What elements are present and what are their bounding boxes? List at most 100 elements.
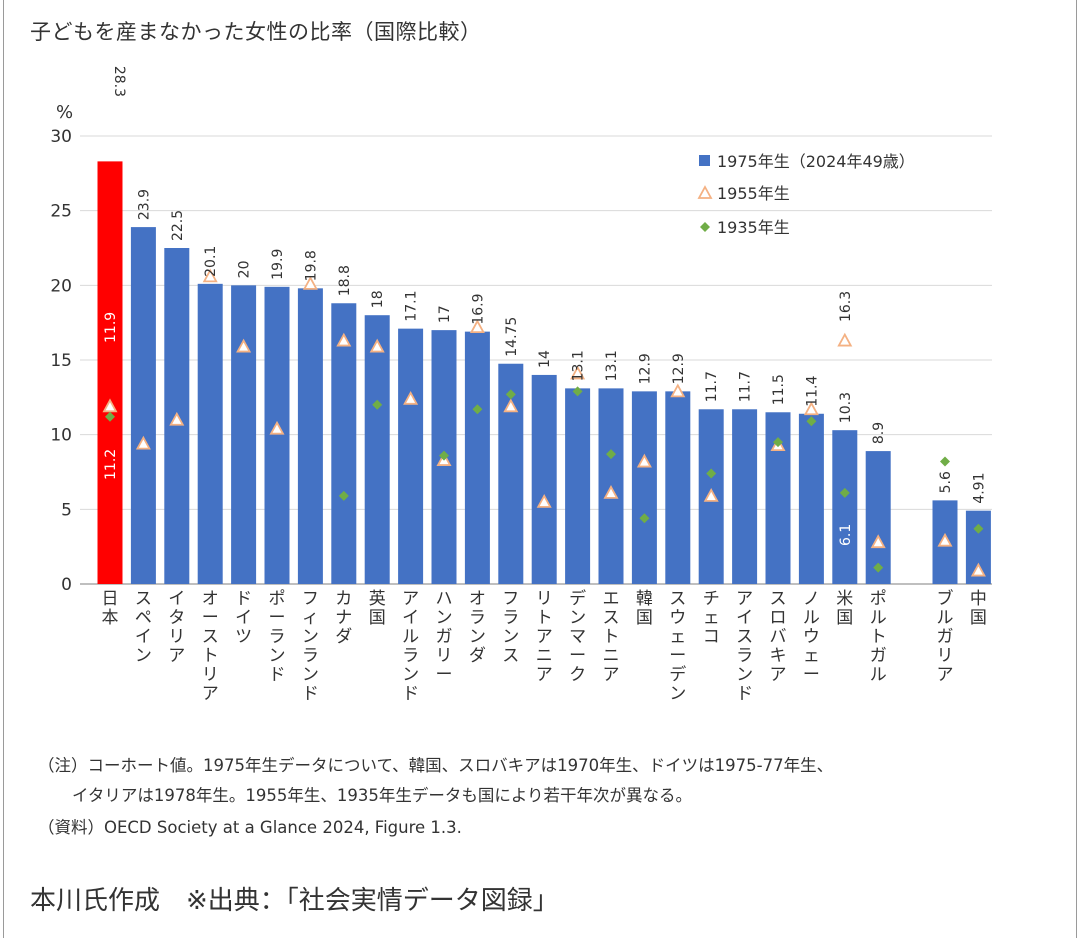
bar <box>531 374 557 584</box>
x-tick-label: リトアニア <box>536 589 553 685</box>
triangle-marker <box>369 338 385 353</box>
y-tick-label: 20 <box>50 276 72 296</box>
bar <box>832 430 858 584</box>
bar-value-label: 19.8 <box>303 250 319 281</box>
bar <box>665 391 691 584</box>
y-axis: 0 5 10 15 20 25 30% <box>50 102 73 595</box>
triangle-value-label: 11.9 <box>103 312 119 343</box>
x-axis-labels: 日本スペインイタリアオーストリアドイツポーランドフィンランドカナダ英国アイルラン… <box>102 588 987 704</box>
x-tick-label: 中国 <box>970 589 987 628</box>
bar-value-label: 17 <box>437 305 453 323</box>
diamond-value-label: 6.1 <box>838 524 854 546</box>
x-tick-label: スウェーデン <box>669 589 686 704</box>
x-tick-label: ブルガリア <box>937 588 954 685</box>
triangle-marker <box>236 338 252 353</box>
bar-value-label: 4.91 <box>971 473 987 504</box>
triangle-marker <box>135 435 151 450</box>
bar-value-label: 18 <box>370 290 386 308</box>
triangle-marker <box>469 319 485 334</box>
triangle-marker <box>803 401 819 416</box>
x-tick-label: ドイツ <box>235 589 252 647</box>
bar-chart: 0 5 10 15 20 25 30% 28.3 23.9 22.5 20.1 20 19.9 19.8… <box>50 66 992 704</box>
x-tick-label: 米国 <box>836 589 853 628</box>
diamond-marker <box>372 399 383 410</box>
legend-label: 1935年生 <box>717 218 790 237</box>
x-tick-label: ノルウェー <box>803 589 820 685</box>
x-tick-label: 韓国 <box>636 589 653 628</box>
y-tick-label: 25 <box>50 202 72 222</box>
triangle-marker <box>503 398 519 413</box>
bar <box>331 303 357 584</box>
x-tick-label: スペイン <box>135 589 152 666</box>
triangle-marker <box>169 411 185 426</box>
bar-value-label: 12.9 <box>637 353 653 384</box>
diamond-marker <box>873 562 884 573</box>
bars <box>97 161 991 585</box>
bar <box>865 451 891 584</box>
triangle-value-label: 16.3 <box>838 291 854 322</box>
diamond-marker <box>706 468 717 479</box>
diamond-marker <box>839 487 850 498</box>
triangle-marker <box>636 453 652 468</box>
bar-value-label: 20.1 <box>203 246 219 277</box>
y-tick-label: 10 <box>50 426 72 446</box>
diamond-marker <box>606 449 616 460</box>
bar-value-label: 11.4 <box>804 375 820 406</box>
bar-value-label: 16.9 <box>470 293 486 324</box>
bar <box>631 391 657 584</box>
bar-value-label: 11.7 <box>704 371 720 402</box>
note-line-1: （注）コーホート値。1975年生データについて、韓国、スロバキアは1970年生、… <box>38 756 834 775</box>
triangle-marker <box>603 485 619 499</box>
triangle-marker <box>670 383 686 398</box>
diamond-marker <box>973 523 984 534</box>
bar-value-label: 14.75 <box>504 317 520 357</box>
triangle-marker <box>269 420 285 435</box>
bar <box>197 283 223 584</box>
bar-value-label: 22.5 <box>170 210 186 241</box>
diamond-marker <box>505 389 516 400</box>
triangle-marker <box>703 488 719 502</box>
bar-value-label: 17.1 <box>404 290 420 321</box>
chart-title: 子どもを産まなかった女性の比率（国際比較） <box>30 20 482 44</box>
bar-value-label: 13.1 <box>604 350 620 381</box>
diamond-marker <box>940 456 950 467</box>
y-tick-label: 15 <box>50 351 72 371</box>
bar <box>398 328 424 584</box>
bar-value-label: 14 <box>537 350 553 368</box>
diamond-value-label: 11.2 <box>103 449 119 480</box>
bar-value-label: 20 <box>237 261 253 279</box>
x-tick-label: アイルランド <box>402 589 419 704</box>
triangle-marker <box>937 532 953 547</box>
legend-label: 1975年生（2024年49歳） <box>717 152 915 171</box>
bar-value-label: 18.8 <box>337 265 353 296</box>
credit-line: 本川氏作成 ※出典：「社会実情データ図録」 <box>30 886 559 916</box>
y-tick-label: 30 <box>50 127 72 147</box>
triangle-marker <box>570 365 586 380</box>
bar-value-label: 13.1 <box>571 350 587 381</box>
x-tick-label: フィンランド <box>302 589 319 704</box>
bar-value-label: 10.3 <box>838 392 854 423</box>
triangle-marker <box>336 332 352 347</box>
x-tick-label: カナダ <box>335 589 352 647</box>
diamond-marker <box>439 450 449 461</box>
bar <box>297 288 323 584</box>
bar-value-label: 5.6 <box>938 471 954 493</box>
source-note: （資料）OECD Society at a Glance 2024, Figur… <box>38 818 462 837</box>
x-tick-label: スロバキア <box>770 589 787 685</box>
bar <box>732 409 758 584</box>
bar-value-label: 8.9 <box>871 422 887 444</box>
x-tick-label: チェコ <box>703 589 720 647</box>
triangle-marker <box>870 534 886 549</box>
x-tick-label: オランダ <box>469 589 486 666</box>
bar <box>798 413 824 584</box>
diamond-marker <box>639 513 650 524</box>
legend: 1975年生（2024年49歳） 1955年生 1935年生 <box>697 152 915 237</box>
y-tick-label: 0 <box>61 575 72 595</box>
triangle-marker <box>102 398 118 413</box>
legend-label: 1955年生 <box>717 184 790 203</box>
x-tick-label: フランス <box>502 589 519 666</box>
diamond-marker <box>806 416 817 427</box>
triangle-marker <box>403 390 419 405</box>
bar-value-label: 19.9 <box>270 249 286 280</box>
x-tick-label: ハンガリー <box>436 589 453 685</box>
